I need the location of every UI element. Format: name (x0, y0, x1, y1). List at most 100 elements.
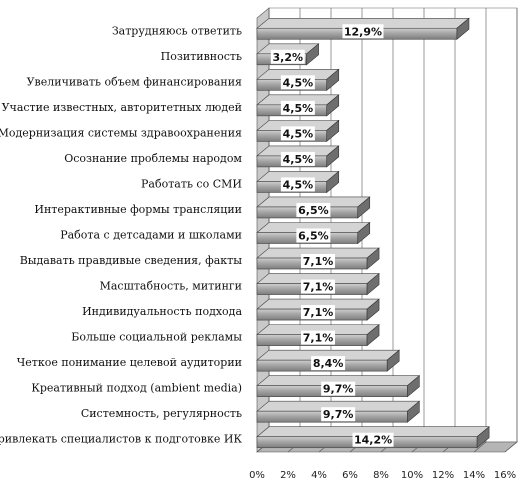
data-label: 3,2% (273, 51, 304, 64)
x-tick-labels: 0% 2% 4% 6% 8% 10% 12% 14% 16% (249, 470, 516, 481)
data-label: 4,5% (283, 178, 314, 191)
data-label: 4,5% (283, 127, 314, 140)
data-label: 4,5% (283, 153, 314, 166)
category-label: Затрудняюсь ответить (112, 24, 242, 37)
data-label: 14,2% (354, 434, 392, 447)
data-label-box (301, 330, 336, 345)
data-label: 9,7% (323, 383, 354, 396)
data-label-box (280, 100, 315, 115)
data-label-box (321, 407, 356, 422)
bar-end (456, 17, 470, 40)
data-label-box (280, 151, 315, 166)
data-label-box (296, 202, 331, 217)
floor-grid-line (504, 441, 518, 453)
data-label: 7,1% (303, 306, 334, 319)
bar-end (407, 400, 420, 423)
category-label: Позитивность (161, 50, 242, 63)
x-tick-label: 4% (311, 470, 327, 481)
category-label: Привлекать специалистов к подготовке ИК (0, 433, 242, 446)
data-label-box (321, 381, 356, 396)
x-tick-label: 0% (249, 470, 265, 481)
data-label-box (342, 24, 384, 39)
bar-end (326, 119, 340, 143)
category-label: Осознание проблемы народом (64, 152, 242, 165)
bar: 4,5% (256, 170, 340, 194)
bar: 4,5% (256, 145, 340, 168)
bar-end (306, 43, 319, 66)
bar-end (357, 196, 371, 219)
bar: 7,1% (256, 247, 380, 270)
bar: 9,7% (256, 375, 421, 398)
data-label-box (301, 279, 336, 294)
bar-end (386, 349, 400, 372)
bar-end (326, 68, 340, 91)
bar: 9,7% (256, 400, 421, 423)
bar: 6,5% (256, 221, 371, 245)
x-tick-label: 16% (494, 470, 516, 481)
data-label-box (301, 305, 336, 320)
bar-end (366, 247, 380, 270)
bar-end (407, 375, 420, 398)
data-label-box (280, 177, 315, 192)
category-label: Увеличивать объем финансирования (27, 75, 242, 88)
bar: 6,5% (256, 196, 371, 219)
data-label: 7,1% (303, 332, 334, 345)
data-label: 4,5% (283, 102, 314, 115)
bar-end (366, 272, 380, 296)
bar: 14,2% (256, 426, 490, 449)
data-label: 4,5% (283, 76, 314, 89)
data-label-box (296, 228, 331, 243)
data-label-box (301, 254, 336, 269)
data-label: 9,7% (323, 408, 354, 421)
data-label-box (280, 126, 315, 141)
category-label: Модернизация системы здравоохранения (0, 126, 242, 139)
x-tick-label: 10% (401, 470, 423, 481)
bar-end (366, 323, 380, 347)
category-label: Выдавать правдивые сведения, факты (20, 254, 243, 267)
data-label-box (311, 356, 346, 371)
bar: 7,1% (256, 323, 380, 347)
category-label: Работать со СМИ (141, 177, 242, 190)
bar-end (326, 94, 340, 117)
category-labels: Затрудняюсь ответить Позитивность Увеличив… (0, 24, 242, 445)
category-label: Четкое понимание целевой аудитории (17, 356, 242, 369)
data-label: 7,1% (303, 281, 334, 294)
data-label-box (270, 49, 305, 64)
bar: 4,5% (256, 68, 340, 91)
bar: 8,4% (256, 349, 401, 372)
floor-grid-line (473, 441, 487, 453)
x-tick-label: 8% (373, 470, 389, 481)
category-label: Участие известных, авторитетных людей (2, 101, 242, 114)
data-label: 7,1% (303, 255, 334, 268)
data-label: 6,5% (298, 204, 329, 217)
bar-end (476, 426, 490, 449)
category-label: Масштабность, митинги (100, 280, 242, 293)
bar-end (366, 298, 380, 321)
category-label: Креативный подход (ambient media) (31, 382, 242, 395)
category-label: Работа с детсадами и школами (60, 229, 242, 242)
bar: 4,5% (256, 94, 340, 117)
bar: 3,2% (256, 43, 320, 66)
bar-end (326, 170, 340, 194)
category-label: Интерактивные формы трансляции (34, 203, 242, 216)
category-label: Больше социальной рекламы (71, 331, 242, 344)
bar-end (326, 145, 340, 168)
data-label: 12,9% (344, 25, 382, 38)
bar: 12,9% (256, 17, 470, 40)
bar-end (357, 221, 371, 245)
x-tick-label: 6% (342, 470, 358, 481)
category-label: Системность, регулярность (81, 407, 242, 420)
data-label: 6,5% (298, 230, 329, 243)
bars: 12,9% 3,2% 4,5% 4,5% 4,5% 4,5% 4,5% 6,5% 6,5% 7,1… (256, 17, 490, 449)
bar: 7,1% (256, 272, 380, 296)
category-label: Индивидуальность подхода (82, 305, 242, 318)
data-label: 8,4% (313, 357, 344, 370)
x-tick-label: 12% (432, 470, 454, 481)
x-tick-label: 14% (463, 470, 485, 481)
bar: 4,5% (256, 119, 340, 143)
data-label-box (352, 432, 394, 447)
data-label-box (280, 75, 315, 90)
bar: 7,1% (256, 298, 380, 321)
x-tick-label: 2% (280, 470, 296, 481)
